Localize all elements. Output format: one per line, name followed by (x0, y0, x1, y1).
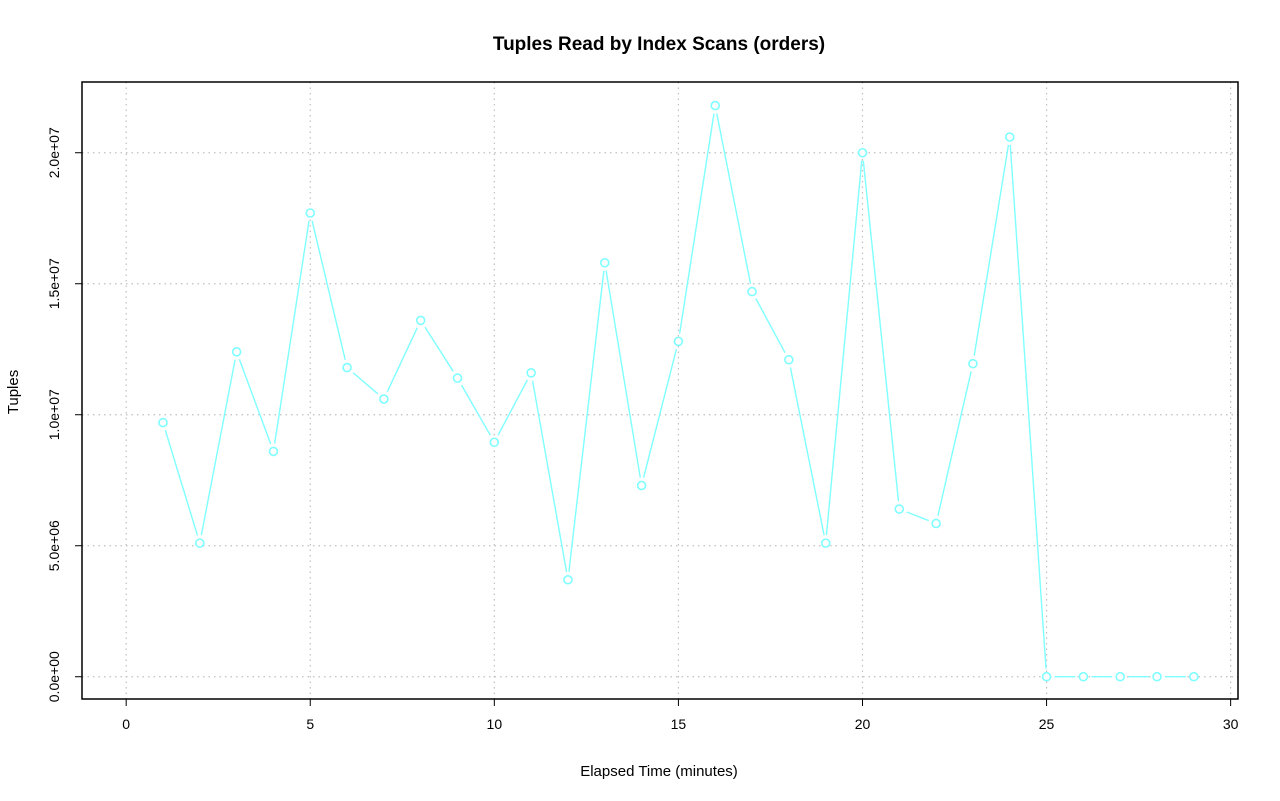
series-line-segment (789, 367, 825, 536)
data-point (452, 373, 463, 383)
data-point (195, 538, 205, 548)
x-tick-label: 30 (1223, 716, 1239, 732)
plot-frame (81, 81, 1239, 700)
data-point (673, 336, 684, 347)
data-point (894, 504, 905, 514)
x-tick-label: 10 (487, 716, 503, 732)
series-line-segment (164, 430, 199, 536)
chart-title: Tuples Read by Index Scans (orders) (493, 34, 825, 55)
series-line-segment (937, 371, 972, 516)
series-line-segment (973, 144, 1010, 356)
series-line-segment (906, 511, 929, 522)
data-point (526, 368, 536, 378)
x-axis: 0 5 10 15 20 25 30 (122, 699, 1239, 732)
series-line-segment (386, 327, 418, 393)
data-point (968, 358, 978, 369)
y-tick-label: 1.5e+07 (46, 258, 62, 309)
series-line-segment (1009, 144, 1047, 669)
x-tick-label: 15 (671, 716, 687, 732)
x-tick-label: 0 (122, 716, 130, 732)
data-point (1115, 671, 1125, 682)
data-point (415, 315, 426, 326)
data-point (857, 147, 868, 158)
series-line-segment (605, 270, 641, 478)
series-layer (158, 100, 1199, 682)
data-point (1078, 671, 1089, 682)
series-line-segment (460, 384, 491, 436)
y-axis: 0.0e+00 5.0e+06 1.0e+07 1.5e+07 2.0e+07 (46, 127, 82, 702)
data-point (599, 257, 610, 268)
data-point (1189, 671, 1199, 682)
y-axis-label: Tuples (5, 370, 22, 414)
data-point (158, 417, 168, 428)
x-axis-label: Elapsed Time (minutes) (580, 763, 738, 780)
data-point (1004, 132, 1015, 142)
data-point (820, 538, 831, 548)
data-point (784, 354, 794, 365)
grid-lines (82, 82, 1238, 699)
data-point (305, 208, 316, 218)
series-line-segment (568, 270, 605, 572)
series-line-segment (497, 379, 529, 436)
series-line-segment (200, 359, 236, 536)
y-tick-label: 2.0e+07 (46, 127, 62, 178)
series-line-segment (862, 160, 900, 502)
data-point (1152, 671, 1162, 682)
series-line-segment (678, 113, 715, 334)
data-point (231, 347, 242, 357)
data-point (1041, 671, 1052, 682)
data-point (636, 480, 647, 491)
series-line-segment (238, 359, 272, 445)
series-line-segment (273, 220, 310, 444)
y-tick-label: 0.0e+00 (46, 651, 62, 702)
series-line-segment (352, 372, 379, 395)
series-line-segment (755, 298, 786, 354)
x-tick-label: 5 (306, 716, 314, 732)
series-line-segment (424, 326, 454, 372)
data-point (489, 437, 500, 448)
data-point (563, 574, 573, 585)
series-line-segment (531, 380, 568, 573)
series-line-segment (311, 220, 346, 360)
y-tick-label: 1.0e+07 (46, 389, 62, 440)
data-point (747, 286, 757, 297)
x-tick-label: 25 (1039, 716, 1055, 732)
series-line-segment (642, 348, 678, 478)
y-tick-label: 5.0e+06 (46, 520, 62, 571)
series-line-segment (825, 160, 863, 536)
data-point (379, 394, 389, 404)
x-tick-label: 20 (855, 716, 871, 732)
data-point (342, 362, 352, 373)
data-point (268, 446, 279, 457)
data-point (931, 518, 941, 529)
series-line-segment (716, 113, 752, 284)
data-point (710, 100, 721, 111)
